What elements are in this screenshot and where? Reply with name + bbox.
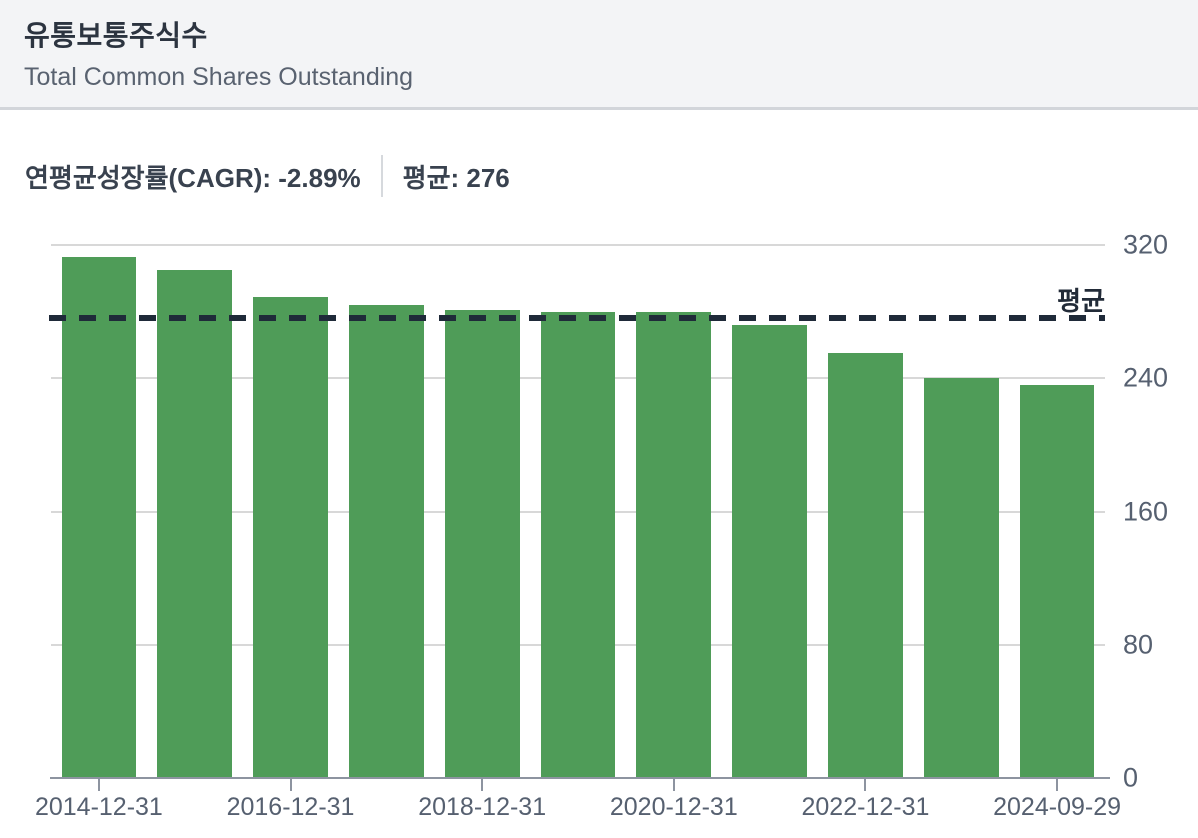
bar-2021-12-31[interactable] <box>732 324 807 778</box>
average-line-label: 평균 <box>1057 286 1105 317</box>
x-tick-label: 2014-12-31 <box>34 793 163 821</box>
bar-band <box>818 245 914 778</box>
bar-band <box>530 245 626 778</box>
bar-2019-12-31[interactable] <box>540 311 616 778</box>
bar-band <box>1009 245 1105 778</box>
bar-2020-12-31[interactable] <box>636 311 712 778</box>
y-axis-labels: 0 80 160 240 320 <box>1123 230 1195 793</box>
bar-band <box>626 245 722 778</box>
page-title: 유통보통주식수 <box>24 20 208 51</box>
x-tick-label: 2016-12-31 <box>226 793 355 821</box>
plot-area: 평균 2014-12-31 2016-12-31 2018-12-31 2020-12… <box>35 244 1121 821</box>
x-tick <box>864 779 867 791</box>
x-tick <box>481 779 484 791</box>
bar-2017-12-31[interactable] <box>348 304 424 778</box>
bar-band <box>147 245 243 778</box>
bar-2014-12-31[interactable] <box>61 256 137 778</box>
y-tick-label: 320 <box>1123 229 1169 260</box>
x-tick <box>289 779 292 791</box>
bar-band <box>338 245 434 778</box>
bar-2016-12-31[interactable] <box>253 296 328 778</box>
bar-2023-12-31[interactable] <box>923 378 999 778</box>
y-tick-label: 240 <box>1123 362 1169 393</box>
bar-band <box>913 245 1009 778</box>
x-tick <box>1056 779 1059 791</box>
cagr-value: 연평균성장률(CAGR): -2.89% <box>25 162 361 193</box>
x-axis-line <box>50 777 1110 779</box>
page-subtitle: Total Common Shares Outstanding <box>24 63 414 91</box>
bar-band <box>243 245 339 778</box>
bar-2018-12-31[interactable] <box>444 309 520 778</box>
bar-band <box>51 245 147 778</box>
average-value: 평균: 276 <box>402 162 510 193</box>
bar-2015-12-31[interactable] <box>157 269 233 778</box>
y-tick-label: 80 <box>1123 629 1154 660</box>
bar-2022-12-31[interactable] <box>828 353 903 778</box>
x-tick-label: 2018-12-31 <box>418 793 547 821</box>
bar-series <box>51 245 1105 778</box>
bar-band <box>722 245 818 778</box>
y-tick-label: 0 <box>1123 762 1139 793</box>
x-tick <box>97 779 100 791</box>
bar-2024-09-29[interactable] <box>1019 384 1095 778</box>
stats-row: 연평균성장률(CAGR): -2.89% 평균: 276 <box>25 155 510 197</box>
x-tick-label: 2024-09-29 <box>993 793 1122 821</box>
header: 유통보통주식수 Total Common Shares Outstanding <box>0 0 1198 110</box>
average-line <box>49 315 1105 322</box>
x-tick-label: 2020-12-31 <box>609 793 738 821</box>
x-tick-label: 2022-12-31 <box>801 793 930 821</box>
x-tick <box>672 779 675 791</box>
y-tick-label: 160 <box>1123 496 1169 526</box>
stats-divider <box>380 155 383 197</box>
gridline-y-320 <box>51 244 1105 246</box>
bar-band <box>434 245 530 778</box>
